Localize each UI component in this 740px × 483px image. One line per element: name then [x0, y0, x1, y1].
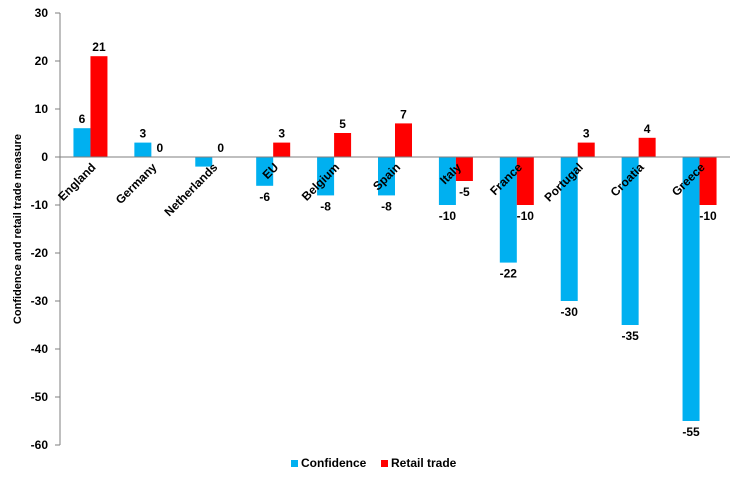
y-tick-label: 30 [35, 6, 49, 20]
data-label: 0 [157, 141, 164, 155]
data-label: -55 [682, 425, 700, 439]
y-tick-label: -10 [31, 198, 49, 212]
data-label: -10 [699, 209, 717, 223]
data-label: -6 [259, 190, 270, 204]
data-label: 21 [92, 40, 106, 54]
bar-confidence [560, 157, 578, 301]
data-label: -8 [381, 199, 392, 213]
bar-retail-trade [395, 123, 412, 157]
bar-confidence [378, 157, 395, 196]
data-label: -35 [621, 329, 639, 343]
bar-confidence [256, 157, 274, 186]
y-tick-label: 0 [41, 150, 48, 164]
bar-retail-trade [90, 56, 108, 158]
bar-retail-trade [516, 157, 534, 205]
legend-swatch [381, 460, 388, 467]
y-tick-label: -40 [31, 342, 49, 356]
y-axis-title: Confidence and retail trade measure [12, 134, 24, 324]
bar-confidence [682, 157, 700, 421]
data-label: 3 [278, 127, 285, 141]
data-label: 5 [339, 117, 346, 131]
data-label: 7 [400, 107, 407, 121]
bar-confidence [621, 157, 639, 325]
data-label: 3 [140, 127, 147, 141]
bar-retail-trade [699, 157, 717, 205]
bar-retail-trade [273, 142, 291, 157]
bar-confidence [134, 142, 152, 157]
bar-confidence [317, 157, 335, 196]
data-label: -5 [459, 185, 470, 199]
data-label: -10 [439, 209, 457, 223]
bar-retail-trade [577, 142, 595, 157]
legend-label: Retail trade [391, 456, 457, 470]
bar-confidence [438, 157, 456, 205]
bar-retail-trade [334, 133, 352, 157]
y-tick-label: -50 [31, 390, 49, 404]
data-label: 0 [217, 141, 224, 155]
y-tick-label: 10 [35, 102, 49, 116]
data-label: 4 [644, 122, 651, 136]
bar-confidence [195, 157, 213, 167]
data-label: 3 [583, 127, 590, 141]
legend-swatch [291, 460, 298, 467]
y-tick-label: -30 [31, 294, 49, 308]
bar-confidence [73, 128, 91, 157]
bar-confidence [499, 157, 517, 263]
x-tick-label: Netherlands [161, 160, 220, 219]
x-tick-label: Germany [113, 160, 160, 207]
data-label: -30 [561, 305, 579, 319]
legend-label: Confidence [301, 456, 367, 470]
x-tick-label: England [55, 160, 98, 203]
y-tick-label: -20 [31, 246, 49, 260]
y-tick-label: -60 [31, 438, 49, 452]
data-label: -8 [320, 199, 331, 213]
data-label: 6 [79, 112, 86, 126]
data-label: -22 [500, 267, 518, 281]
y-tick-label: 20 [35, 54, 49, 68]
bar-retail-trade [638, 137, 656, 157]
bar-retail-trade [455, 157, 473, 181]
data-label: -10 [517, 209, 535, 223]
